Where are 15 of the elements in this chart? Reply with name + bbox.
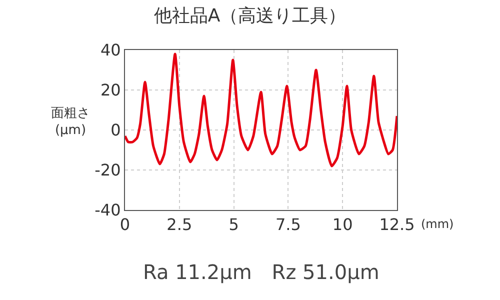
y-axis-title: 面粗さ (μm)	[51, 106, 90, 138]
chart-title: 他社品A（高送り工具）	[154, 6, 346, 27]
x-tick-label: 10	[332, 215, 353, 234]
y-tick-label: 20	[100, 80, 121, 100]
x-tick-label: 7.5	[275, 215, 301, 234]
y-tick-label: 0	[110, 120, 121, 140]
x-tick-label: 12.5	[379, 215, 415, 234]
y-tick-label: 40	[100, 40, 121, 60]
y-tick-label: -20	[94, 160, 121, 180]
x-tick-label: 5	[228, 215, 239, 234]
line-series	[125, 52, 397, 168]
x-tick-label: 2.5	[166, 215, 192, 234]
x-axis-title: (mm)	[421, 217, 454, 231]
y-tick-label: -40	[94, 200, 121, 220]
text: Ra 11.2μm Rz 51.0μm	[143, 260, 380, 284]
